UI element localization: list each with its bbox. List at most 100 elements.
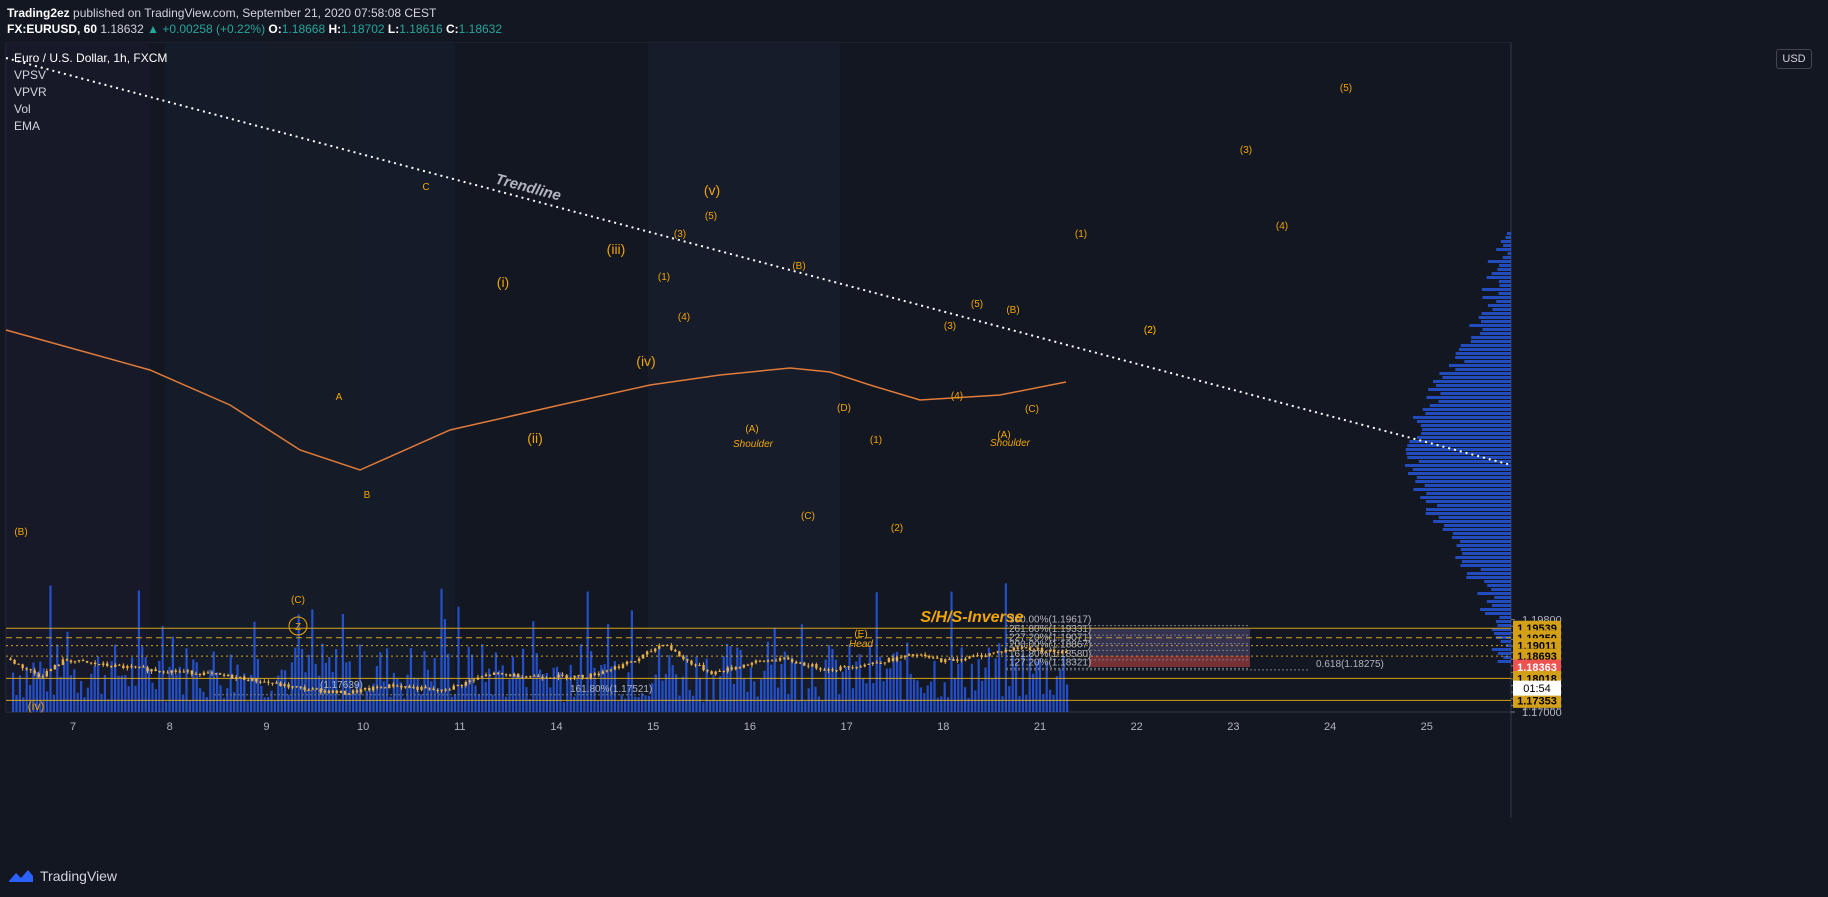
volume-bar	[355, 683, 358, 712]
candle-body	[25, 668, 28, 670]
volume-bar	[654, 674, 657, 712]
target-box	[1089, 628, 1250, 657]
vpvr-bar	[1439, 372, 1511, 375]
candle-body	[778, 658, 782, 661]
volume-bar	[647, 695, 650, 712]
volume-bar	[222, 698, 225, 712]
volume-bar	[906, 642, 909, 712]
volume-bar	[855, 661, 858, 712]
x-tick-label: 18	[937, 721, 949, 733]
legend-indicator-vol[interactable]: Vol	[14, 102, 31, 116]
volume-bar	[1049, 689, 1052, 712]
volume-bar	[90, 673, 93, 712]
volume-bar	[858, 654, 861, 712]
volume-bar	[522, 648, 525, 712]
legend-title[interactable]: Euro / U.S. Dollar, 1h, FXCM	[14, 51, 168, 65]
candle-body	[13, 659, 16, 664]
candle-body	[93, 662, 97, 665]
tradingview-brand[interactable]: TradingView	[8, 868, 117, 884]
volume-bar	[658, 648, 661, 712]
high-label: H:	[328, 22, 342, 36]
volume-bar	[457, 606, 460, 712]
candle-body	[996, 651, 999, 653]
currency-button[interactable]: USD	[1776, 49, 1812, 69]
candle-body	[404, 686, 407, 688]
volume-bar	[345, 662, 348, 712]
candle-body	[589, 673, 592, 679]
candle-body	[1028, 647, 1032, 651]
volume-bar	[702, 701, 705, 712]
candle-body	[73, 661, 77, 663]
volume-bar	[532, 621, 535, 712]
wave-label: (1)	[870, 435, 882, 446]
vpvr-bar	[1455, 368, 1511, 371]
price-chart[interactable]: 1.198001.196001.194001.192001.190001.188…	[0, 42, 1828, 860]
legend-indicator-vpvr[interactable]: VPVR	[14, 85, 47, 99]
volume-bar	[569, 664, 572, 712]
volume-bar	[399, 682, 402, 712]
wave-label: (i)	[497, 274, 509, 290]
candle-body	[432, 688, 435, 691]
volume-bar	[69, 675, 72, 712]
pattern-label: S/H/S-Inverse	[920, 609, 1023, 626]
volume-bar	[341, 613, 344, 712]
x-tick-label: 24	[1324, 721, 1336, 733]
candle-body	[911, 654, 915, 656]
candle-body	[234, 677, 238, 679]
candle-body	[488, 674, 492, 676]
volume-bar	[865, 683, 868, 712]
candle-body	[384, 687, 387, 689]
candle-body	[899, 657, 903, 659]
legend-indicator-ema[interactable]: EMA	[14, 119, 41, 133]
volume-bar	[498, 670, 501, 712]
vpvr-bar	[1451, 536, 1511, 539]
tradingview-logo-icon	[9, 870, 33, 882]
volume-bar	[202, 691, 205, 712]
volume-bar	[141, 646, 144, 712]
candle-body	[182, 671, 185, 673]
candle-body	[706, 670, 709, 672]
candle-body	[678, 651, 681, 657]
volume-bar	[335, 649, 338, 712]
candle-body	[319, 688, 322, 693]
candle-body	[557, 674, 560, 678]
candle-body	[601, 671, 605, 674]
volume-bar	[763, 670, 766, 712]
candle-body	[299, 686, 302, 688]
volume-bar	[719, 676, 722, 712]
volume-bar	[987, 647, 990, 712]
volume-bar	[675, 674, 678, 712]
legend-indicator-vpsv[interactable]: VPSV	[14, 68, 47, 82]
candle-body	[492, 672, 496, 675]
volume-bar	[753, 681, 756, 712]
x-tick-label: 9	[263, 721, 269, 733]
author-name[interactable]: Trading2ez	[7, 6, 70, 20]
volume-bar	[379, 652, 382, 712]
candle-body	[508, 674, 512, 677]
candle-body	[33, 670, 36, 674]
candle-body	[581, 674, 584, 678]
vpvr-bar	[1471, 336, 1511, 339]
vpvr-bar	[1413, 488, 1511, 491]
candle-body	[283, 684, 286, 686]
vpvr-bar	[1491, 272, 1511, 275]
candle-body	[923, 654, 927, 656]
volume-bar	[695, 656, 698, 712]
vpvr-bar	[1505, 236, 1511, 239]
vpvr-bar	[1495, 636, 1511, 639]
candle-body	[468, 680, 472, 683]
volume-bar	[301, 648, 304, 712]
vpvr-bar	[1420, 496, 1511, 499]
session-band	[358, 42, 455, 712]
volume-bar	[352, 689, 355, 712]
candle-body	[613, 666, 617, 670]
volume-bar	[760, 679, 763, 712]
candle-body	[799, 662, 802, 664]
brand-name: TradingView	[40, 868, 118, 884]
candle-body	[37, 673, 40, 678]
volume-bar	[1025, 694, 1028, 712]
high-value: 1.18702	[341, 22, 385, 36]
candle-body	[903, 655, 907, 658]
candle-body	[484, 674, 488, 677]
candle-body	[766, 660, 770, 662]
